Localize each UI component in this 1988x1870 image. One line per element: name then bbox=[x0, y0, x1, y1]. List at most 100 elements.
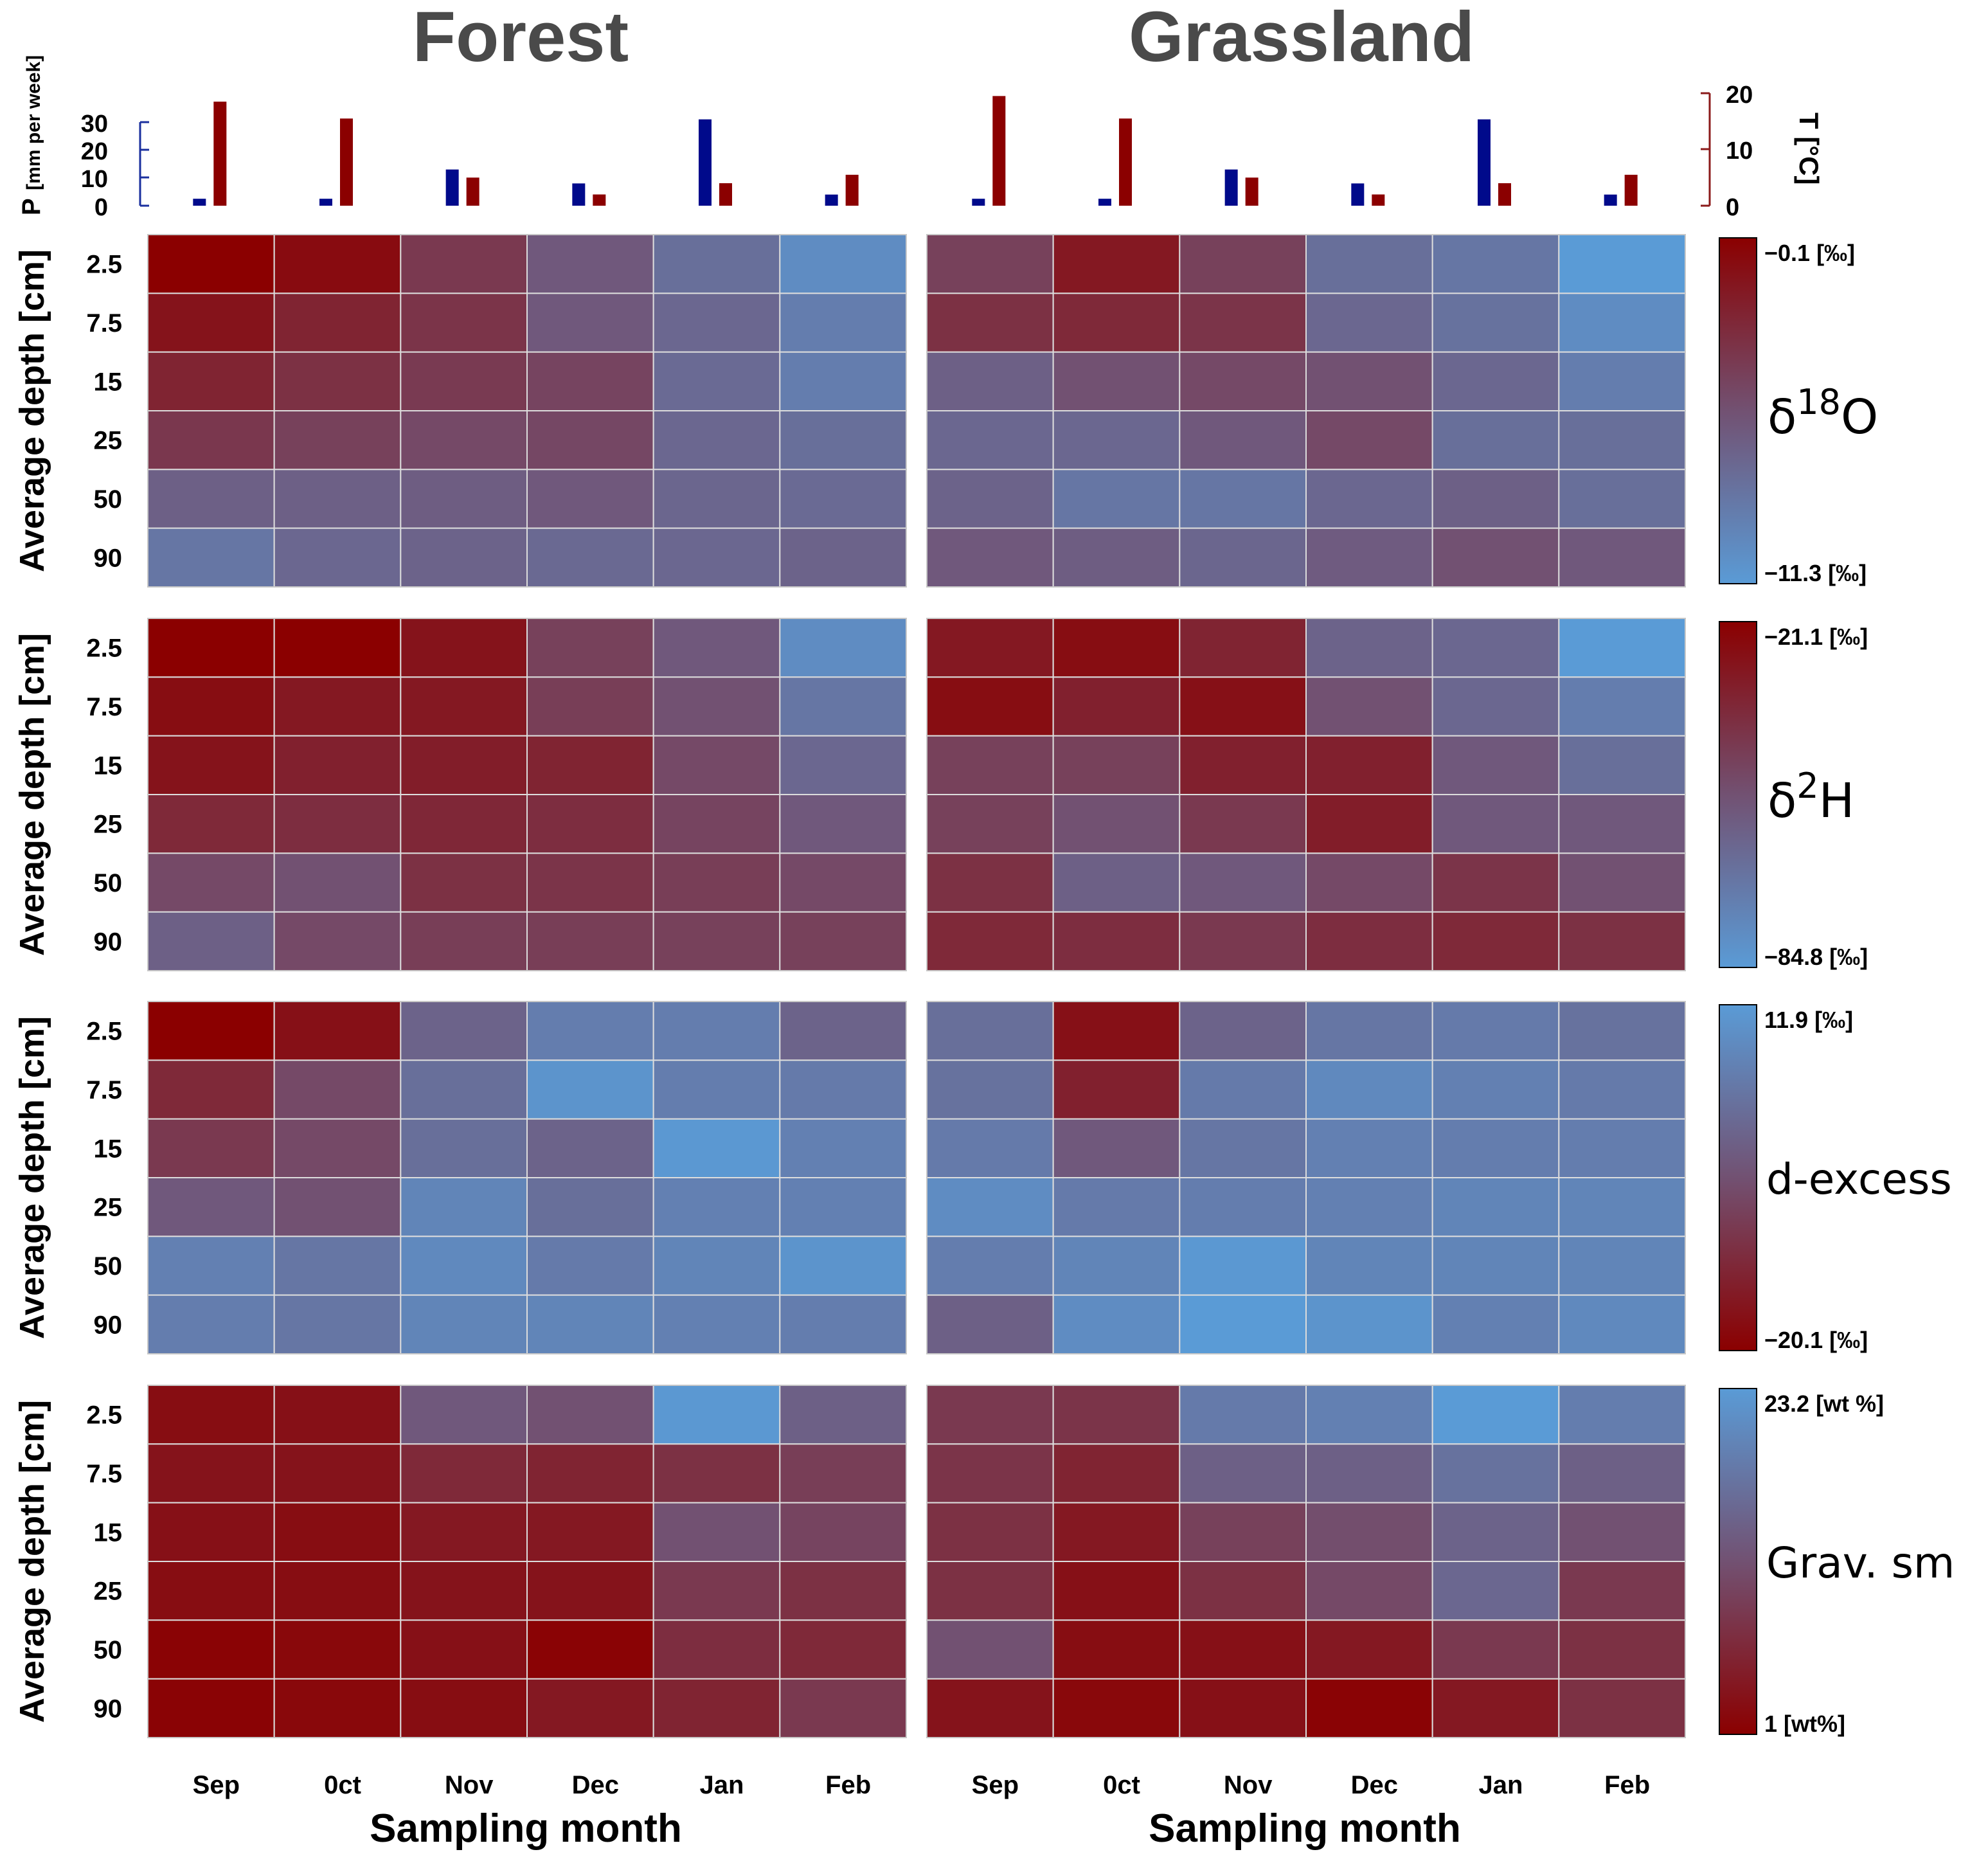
precip-axis: 0 10 20 30 P [mm per week] bbox=[17, 55, 149, 221]
heatmap-frame bbox=[147, 1385, 907, 1738]
heatmap-cell bbox=[1179, 1678, 1307, 1739]
heatmap-cell bbox=[1431, 527, 1560, 588]
heatmap-cell bbox=[779, 469, 908, 529]
heatmap-cell bbox=[652, 1236, 781, 1296]
ylabel-3: Average depth [cm] bbox=[13, 1400, 51, 1723]
heatmap-cell bbox=[1305, 1059, 1433, 1120]
heatmap-cell bbox=[147, 1059, 275, 1120]
ylabel-2: Average depth [cm] bbox=[13, 1016, 51, 1339]
depth-label-0-4: 50 bbox=[94, 485, 123, 514]
heatmap-cell bbox=[526, 1678, 654, 1739]
heatmap-cell bbox=[147, 1561, 275, 1621]
heatmap-cell bbox=[400, 1385, 528, 1445]
heatmap-cell bbox=[1179, 292, 1307, 353]
heatmap-forest-2 bbox=[147, 1001, 908, 1354]
depth-label-3-4: 50 bbox=[94, 1636, 123, 1664]
heatmap-cell bbox=[400, 1118, 528, 1178]
heatmap-cell bbox=[1305, 911, 1433, 971]
heatmap-cell bbox=[1305, 794, 1433, 854]
heatmap-frame bbox=[926, 234, 1686, 588]
heatmap-cell bbox=[526, 735, 654, 795]
heatmap-cell bbox=[1431, 1294, 1560, 1354]
heatmap-cell bbox=[400, 351, 528, 412]
heatmap-cell bbox=[926, 1619, 1054, 1680]
heatmap-cell bbox=[273, 1561, 402, 1621]
heatmap-cell bbox=[526, 292, 654, 353]
heatmap-cell bbox=[273, 410, 402, 471]
heatmap-cell bbox=[1052, 676, 1181, 737]
heatmap-cell bbox=[1052, 1001, 1181, 1061]
depth-label-0-0: 2.5 bbox=[86, 251, 122, 279]
heatmap-cell bbox=[926, 1385, 1054, 1445]
heatmap-cell bbox=[779, 735, 908, 795]
precip-tick-label-10: 10 bbox=[81, 166, 108, 193]
month-label-grassland-4: Jan bbox=[1479, 1771, 1523, 1799]
heatmap-cell bbox=[273, 1385, 402, 1445]
heatmap-cell bbox=[273, 527, 402, 588]
heatmap-cell bbox=[1179, 1001, 1307, 1061]
heatmap-cell bbox=[147, 911, 275, 971]
heatmap-cell bbox=[400, 1502, 528, 1563]
month-label-grassland-2: Nov bbox=[1224, 1771, 1273, 1799]
heatmap-forest-3 bbox=[147, 1385, 908, 1739]
heatmap-cell bbox=[1052, 735, 1181, 795]
heatmap-cell bbox=[779, 1502, 908, 1563]
heatmap-cell bbox=[400, 735, 528, 795]
heatmap-cell bbox=[1052, 1177, 1181, 1237]
temp-bar-grassland-2 bbox=[1245, 177, 1258, 206]
heatmap-cell bbox=[652, 1561, 781, 1621]
colorbar-3 bbox=[1719, 1388, 1757, 1735]
heatmap-cell bbox=[926, 676, 1054, 737]
heatmap-cell bbox=[1558, 735, 1686, 795]
heatmap-cell bbox=[400, 234, 528, 294]
heatmap-cell bbox=[526, 527, 654, 588]
temp-bar-forest-5 bbox=[845, 174, 859, 206]
colorbar-1 bbox=[1719, 621, 1757, 968]
heatmap-cell bbox=[147, 1118, 275, 1178]
heatmap-cell bbox=[1179, 1502, 1307, 1563]
heatmap-cell bbox=[526, 676, 654, 737]
month-label-grassland-1: 0ct bbox=[1103, 1771, 1140, 1799]
heatmap-cell bbox=[526, 469, 654, 529]
heatmap-cell bbox=[1052, 1236, 1181, 1296]
temp-tick-label-20: 20 bbox=[1726, 82, 1753, 109]
ylabel-0: Average depth [cm] bbox=[13, 249, 51, 572]
heatmap-cell bbox=[400, 618, 528, 678]
heatmap-cell bbox=[1431, 292, 1560, 353]
heatmap-cell bbox=[526, 1001, 654, 1061]
heatmap-cell bbox=[273, 1001, 402, 1061]
heatmap-cell bbox=[1558, 234, 1686, 294]
title-grassland: Grassland bbox=[1129, 0, 1474, 76]
heatmap-cell bbox=[400, 1443, 528, 1504]
heatmap-cell bbox=[1179, 234, 1307, 294]
heatmap-cell bbox=[1052, 1059, 1181, 1120]
heatmap-cell bbox=[1179, 1561, 1307, 1621]
heatmap-cell bbox=[1305, 1385, 1433, 1445]
heatmap-cell bbox=[400, 911, 528, 971]
heatmap-cell bbox=[526, 618, 654, 678]
heatmap-cell bbox=[1305, 1443, 1433, 1504]
heatmap-cell bbox=[1558, 794, 1686, 854]
month-label-grassland-0: Sep bbox=[972, 1771, 1019, 1799]
heatmap-cell bbox=[526, 852, 654, 913]
heatmap-frame bbox=[926, 1385, 1686, 1738]
precip-bar-forest-1 bbox=[319, 199, 332, 206]
heatmap-cell bbox=[652, 1619, 781, 1680]
heatmap-cell bbox=[1431, 1502, 1560, 1563]
heatmap-cell bbox=[1052, 292, 1181, 353]
heatmap-cell bbox=[779, 1678, 908, 1739]
heatmap-cell bbox=[1431, 1561, 1560, 1621]
heatmap-cell bbox=[1431, 234, 1560, 294]
heatmap-cell bbox=[1305, 234, 1433, 294]
heatmap-forest-1 bbox=[147, 618, 908, 971]
temp-bar-grassland-0 bbox=[992, 96, 1006, 206]
colorbar-bottom-label-2: −20.1 [‰] bbox=[1764, 1327, 1868, 1353]
month-label-forest-1: 0ct bbox=[324, 1771, 361, 1799]
heatmap-frame bbox=[147, 1001, 907, 1354]
heatmap-cell bbox=[1052, 234, 1181, 294]
heatmap-cell bbox=[1052, 1294, 1181, 1354]
depth-label-2-2: 15 bbox=[94, 1135, 123, 1163]
heatmap-cell bbox=[1179, 618, 1307, 678]
heatmap-cell bbox=[400, 676, 528, 737]
heatmap-cell bbox=[652, 618, 781, 678]
